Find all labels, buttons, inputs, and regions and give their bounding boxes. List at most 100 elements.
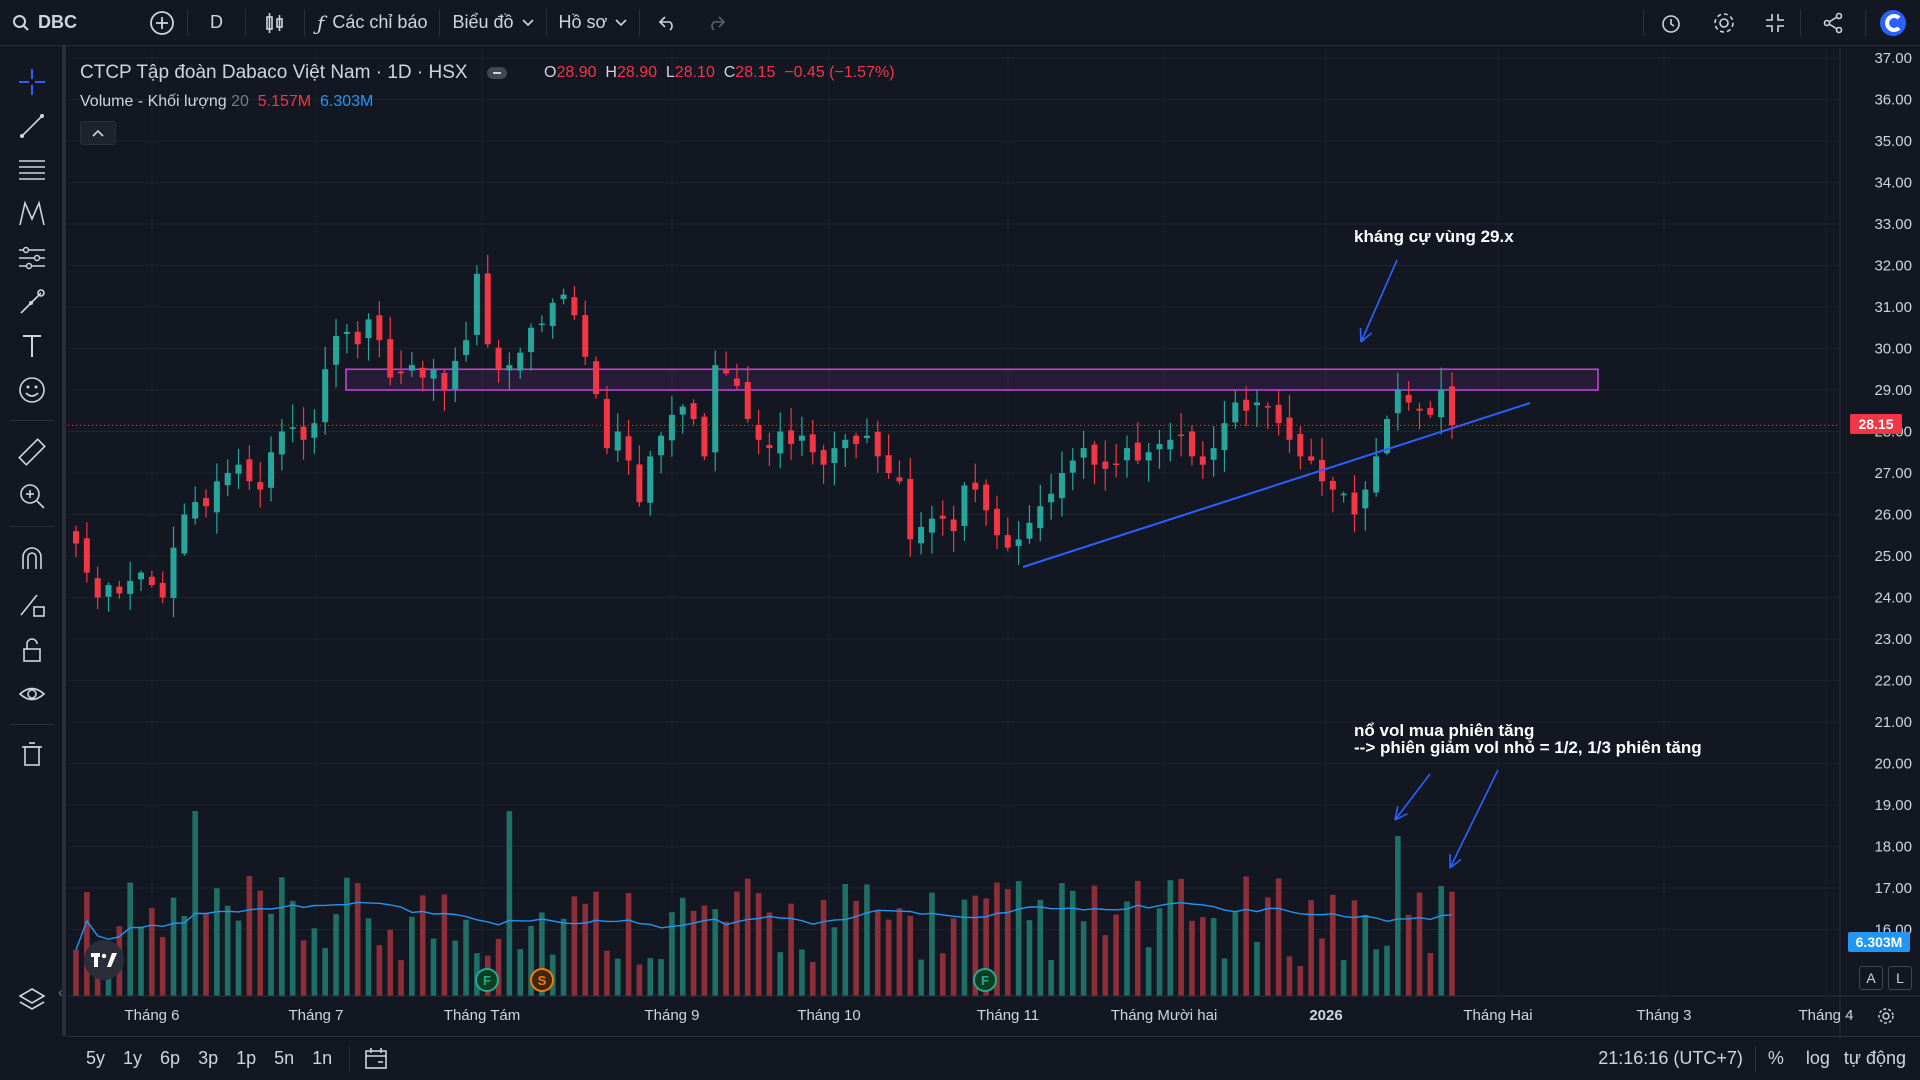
volume-bar [929,892,935,996]
candle-body [896,477,903,482]
auto-scale-button[interactable]: A [1859,966,1883,990]
candle-body [268,452,275,488]
volume-bar [1037,899,1044,996]
crosshair-icon [19,69,45,95]
volume-bar [744,878,751,996]
price-chart[interactable]: 37.00 36.00 35.00 34.00 33.00 32.00 31.00 30.00… [68,48,1920,1036]
redo-button[interactable] [696,0,736,46]
range-5d[interactable]: 5n [274,1048,295,1068]
range-1m[interactable]: 1p [236,1048,257,1068]
resistance-annotation[interactable]: kháng cự vùng 29.x [1354,227,1514,246]
candle-body [560,294,567,300]
separator [10,526,54,527]
undo-button[interactable] [640,0,696,46]
range-1y[interactable]: 1y [123,1048,143,1068]
crosshair-tool[interactable] [14,64,50,100]
trendline-tool[interactable] [14,108,50,144]
volume-bar [1275,878,1282,996]
tradingview-logo[interactable] [84,940,124,980]
volume-annotation-line-2[interactable]: --> phiên giảm vol nhỏ = 1/2, 1/3 phiên … [1354,738,1702,757]
event-marker-split[interactable]: S [530,968,554,992]
log-scale-button[interactable]: L [1888,966,1912,990]
chevron-up-icon [92,129,104,137]
candle-body [116,586,123,594]
event-marker-financial[interactable]: F [973,968,997,992]
hide-legend-button[interactable] [486,66,507,79]
range-6m[interactable]: 6p [160,1048,181,1068]
hide-tool[interactable] [14,676,50,712]
volume-bar [1265,897,1271,996]
volume-annotation-line-1[interactable]: nổ vol mua phiên tăng [1354,721,1535,740]
candle-body [1297,433,1304,457]
collapse-sidebar-handle[interactable]: ‹ [58,984,63,1000]
measure-tool[interactable] [14,434,50,470]
candle-body [1069,460,1076,473]
volume-bar [289,900,296,996]
profile-menu-button[interactable]: Hồ sơ [547,0,640,46]
event-marker-financial[interactable]: F [475,968,499,992]
volume-bar [799,949,805,996]
candle-body [452,360,459,390]
volume-bar [1026,920,1033,996]
text-tool[interactable] [14,328,50,364]
indicators-button[interactable]: ƒ Các chỉ báo [305,0,439,46]
volume-bar [918,959,924,996]
volume-bar [463,919,469,996]
candle-body [105,585,112,597]
magnet-icon [22,547,42,569]
zoom-icon [20,484,45,509]
auto-button[interactable]: tự động [1843,1048,1906,1068]
object-tree-tool[interactable] [14,982,50,1018]
candle-body [473,273,480,335]
drawings[interactable] [68,259,1840,869]
settings-button[interactable] [1698,0,1750,46]
chart-menu-button[interactable]: Biểu đồ [440,0,545,46]
emoji-tool[interactable] [14,372,50,408]
volume-bar [354,883,361,996]
symbol-search-button[interactable]: DBC [0,0,89,46]
candle-body [939,515,946,519]
candle-body [235,464,242,474]
candlesticks [73,254,1455,618]
share-button[interactable] [1801,0,1865,46]
volume-bar [84,892,90,996]
candle-body [1080,448,1087,458]
candle-body [1145,452,1152,461]
chart-type-button[interactable] [246,0,304,46]
candle-body [1232,402,1239,423]
volume-bar [896,908,903,996]
range-5y[interactable]: 5y [86,1048,106,1068]
brush-tool[interactable] [14,284,50,320]
range-3m[interactable]: 3p [198,1048,219,1068]
collapse-legend-button[interactable] [80,121,116,145]
fib-tool[interactable] [14,152,50,188]
candle-body [1188,431,1195,457]
volume-bar [246,876,253,996]
resistance-zone[interactable] [345,368,1599,391]
interval-button[interactable]: D [188,0,245,46]
log-button[interactable]: log [1805,1048,1830,1068]
percent-scale-button[interactable]: % [1767,1048,1784,1068]
alert-button[interactable] [1644,0,1698,46]
fullscreen-button[interactable] [1750,0,1800,46]
compare-button[interactable] [89,0,187,46]
candle-body [766,444,773,449]
annotation-arrow [1394,773,1431,821]
brand-logo-button[interactable] [1866,0,1920,46]
remove-tool[interactable] [14,736,50,772]
pattern-tool[interactable] [14,196,50,232]
keep-drawing-tool[interactable] [14,586,50,622]
time-axis-settings-button[interactable] [1874,1004,1898,1028]
zoom-tool[interactable] [14,478,50,514]
separator [439,9,441,36]
lock-tool[interactable] [14,632,50,668]
volume-bar [1156,908,1163,996]
candle-body [1091,444,1098,465]
forecast-tool[interactable] [14,240,50,276]
time-axis[interactable]: Tháng 6 Tháng 7 Tháng Tám Tháng 9 Tháng 10 Th… [68,995,1920,1024]
goto-date-button[interactable] [350,1047,404,1071]
timezone-button[interactable]: 21:16:16 (UTC+7) [1598,1048,1743,1068]
price-axis[interactable]: 37.00 36.00 35.00 34.00 33.00 32.00 31.00 30.00… [1839,48,1912,1036]
magnet-tool[interactable] [14,540,50,576]
range-1d[interactable]: 1n [312,1048,333,1068]
